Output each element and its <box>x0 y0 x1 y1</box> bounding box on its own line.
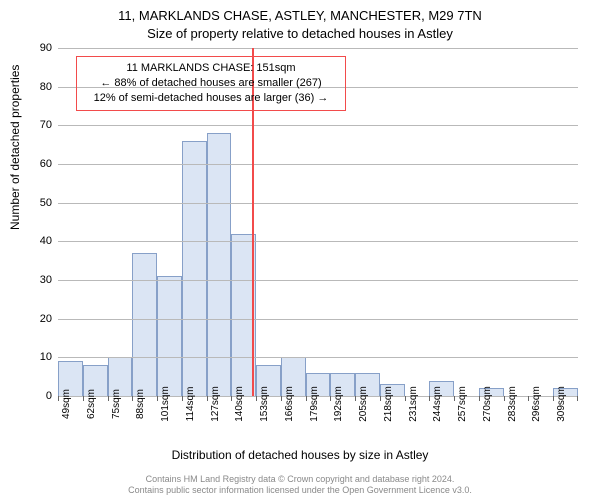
annotation-line: 11 MARKLANDS CHASE: 151sqm <box>83 61 339 76</box>
footer-attribution: Contains HM Land Registry data © Crown c… <box>0 474 600 497</box>
xtick-mark <box>405 396 406 401</box>
gridline <box>58 164 578 165</box>
xtick-label: 283sqm <box>507 386 518 422</box>
ytick-label: 20 <box>22 313 52 325</box>
xtick-label: 179sqm <box>309 386 320 422</box>
xtick-mark <box>479 396 480 401</box>
xtick-label: 114sqm <box>185 387 196 422</box>
y-axis-label: Number of detached properties <box>8 65 22 230</box>
gridline <box>58 203 578 204</box>
annotation-line: ← 88% of detached houses are smaller (26… <box>83 76 339 91</box>
xtick-mark <box>182 396 183 401</box>
xtick-mark <box>132 396 133 401</box>
xtick-mark <box>256 396 257 401</box>
xtick-mark <box>58 396 59 401</box>
plot-area: 010203040506070809049sqm62sqm75sqm88sqm1… <box>58 48 578 396</box>
xtick-mark <box>108 396 109 401</box>
xtick-label: 244sqm <box>432 386 443 422</box>
xtick-mark <box>83 396 84 401</box>
chart-title-main: 11, MARKLANDS CHASE, ASTLEY, MANCHESTER,… <box>0 8 600 23</box>
property-size-chart: 11, MARKLANDS CHASE, ASTLEY, MANCHESTER,… <box>0 0 600 500</box>
ytick-label: 0 <box>22 390 52 402</box>
xtick-label: 192sqm <box>333 386 344 422</box>
xtick-mark <box>306 396 307 401</box>
ytick-label: 60 <box>22 158 52 170</box>
histogram-bar <box>132 253 157 396</box>
xtick-label: 205sqm <box>358 386 369 422</box>
ytick-label: 80 <box>22 81 52 93</box>
xtick-label: 140sqm <box>234 386 245 422</box>
ytick-label: 70 <box>22 119 52 131</box>
xtick-label: 153sqm <box>259 386 270 422</box>
xtick-mark <box>553 396 554 401</box>
gridline <box>58 48 578 49</box>
x-axis-label: Distribution of detached houses by size … <box>0 448 600 462</box>
xtick-label: 270sqm <box>482 386 493 422</box>
ytick-label: 50 <box>22 197 52 209</box>
xtick-mark <box>528 396 529 401</box>
xtick-mark <box>454 396 455 401</box>
gridline <box>58 319 578 320</box>
xtick-label: 257sqm <box>457 386 468 422</box>
xtick-mark <box>429 396 430 401</box>
annotation-line: 12% of semi-detached houses are larger (… <box>83 91 339 106</box>
ytick-label: 30 <box>22 274 52 286</box>
xtick-label: 62sqm <box>86 389 97 419</box>
xtick-label: 218sqm <box>383 386 394 422</box>
footer-line1: Contains HM Land Registry data © Crown c… <box>0 474 600 485</box>
xtick-mark <box>157 396 158 401</box>
xtick-mark <box>207 396 208 401</box>
xtick-label: 101sqm <box>160 386 171 422</box>
footer-line2: Contains public sector information licen… <box>0 485 600 496</box>
gridline <box>58 241 578 242</box>
xtick-label: 127sqm <box>210 386 221 422</box>
xtick-label: 166sqm <box>284 386 295 422</box>
xtick-mark <box>355 396 356 401</box>
xtick-label: 231sqm <box>408 386 419 422</box>
xtick-label: 88sqm <box>135 389 146 419</box>
xtick-mark <box>281 396 282 401</box>
gridline <box>58 357 578 358</box>
xtick-label: 309sqm <box>556 386 567 422</box>
xtick-mark <box>330 396 331 401</box>
xtick-label: 75sqm <box>111 389 122 419</box>
chart-title-sub: Size of property relative to detached ho… <box>0 26 600 41</box>
xtick-mark <box>231 396 232 401</box>
ytick-label: 90 <box>22 42 52 54</box>
ytick-label: 10 <box>22 351 52 363</box>
xtick-mark <box>504 396 505 401</box>
xtick-label: 49sqm <box>61 389 72 419</box>
histogram-bar <box>157 276 182 396</box>
gridline <box>58 280 578 281</box>
xtick-mark <box>380 396 381 401</box>
annotation-box: 11 MARKLANDS CHASE: 151sqm← 88% of detac… <box>76 56 346 111</box>
xtick-mark <box>577 396 578 401</box>
xtick-label: 296sqm <box>531 386 542 422</box>
ytick-label: 40 <box>22 235 52 247</box>
gridline <box>58 125 578 126</box>
